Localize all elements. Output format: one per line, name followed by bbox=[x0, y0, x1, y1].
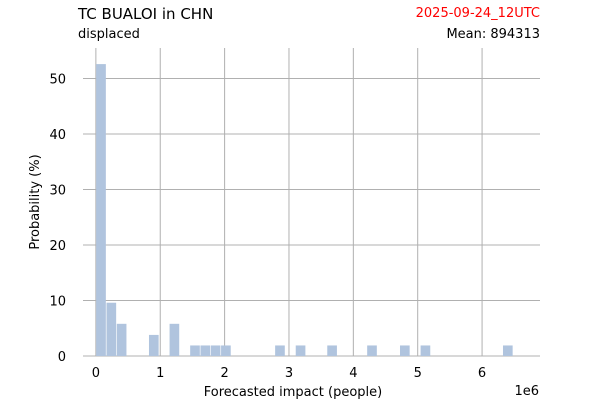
grid-layer bbox=[83, 48, 540, 357]
histogram-bar bbox=[295, 345, 306, 356]
y-tick-label: 30 bbox=[49, 184, 66, 199]
x-offset-label: 1e6 bbox=[514, 384, 539, 399]
histogram-bar bbox=[106, 302, 117, 356]
y-tick-label: 0 bbox=[58, 350, 66, 365]
y-tick-label: 50 bbox=[49, 73, 66, 88]
chart-subtitle: displaced bbox=[78, 27, 140, 42]
y-tick-label: 20 bbox=[49, 239, 66, 254]
histogram-bar bbox=[221, 345, 231, 356]
histogram-bar bbox=[327, 345, 337, 356]
x-tick-label: 0 bbox=[92, 366, 100, 381]
x-tick-label: 1 bbox=[156, 366, 164, 381]
histogram-bar bbox=[210, 345, 221, 356]
histogram-bar bbox=[400, 345, 410, 356]
y-axis-label: Probability (%) bbox=[28, 154, 43, 249]
histogram-bar bbox=[169, 323, 180, 356]
histogram-bar bbox=[200, 345, 211, 356]
x-tick-label: 3 bbox=[285, 366, 293, 381]
x-axis-label: Forecasted impact (people) bbox=[204, 385, 382, 400]
chart-title: TC BUALOI in CHN bbox=[78, 5, 214, 23]
x-tick-label: 6 bbox=[478, 366, 486, 381]
bar-layer bbox=[96, 64, 513, 357]
mean-label: Mean: 894313 bbox=[446, 27, 540, 42]
histogram-bar bbox=[275, 345, 285, 356]
histogram-bar bbox=[420, 345, 431, 356]
y-tick-label: 10 bbox=[49, 295, 66, 310]
histogram-bar bbox=[148, 334, 159, 356]
histogram-bar bbox=[367, 345, 377, 356]
y-tick-label: 40 bbox=[49, 128, 66, 143]
x-tick-label: 2 bbox=[220, 366, 228, 381]
histogram-bar bbox=[96, 64, 106, 357]
histogram-bar bbox=[116, 323, 127, 356]
histogram-bar bbox=[190, 345, 200, 356]
tick-layer: 0 1 2 3 4 5 6 0 10 20 30 40 50 bbox=[49, 73, 486, 381]
x-tick-label: 5 bbox=[414, 366, 422, 381]
histogram-bar bbox=[502, 345, 513, 356]
x-tick-label: 4 bbox=[349, 366, 357, 381]
forecast-date: 2025-09-24_12UTC bbox=[415, 6, 540, 21]
